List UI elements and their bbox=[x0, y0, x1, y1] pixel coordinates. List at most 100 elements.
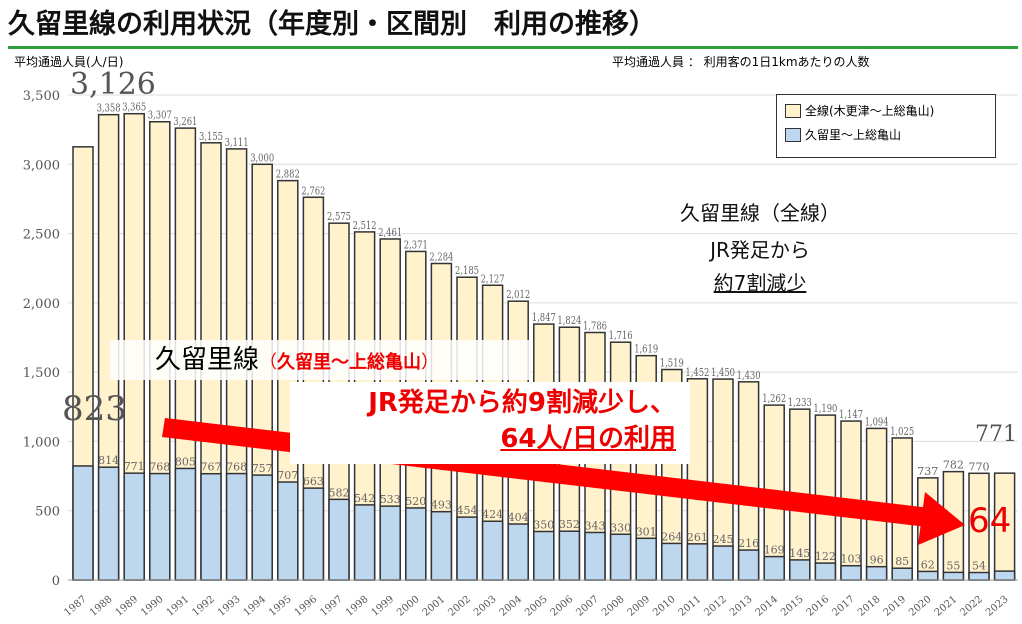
x-tick-label: 1998 bbox=[344, 594, 371, 619]
data-label-section: 54 bbox=[972, 560, 986, 573]
x-tick-label: 1991 bbox=[165, 594, 192, 619]
data-label-total: 1,190 bbox=[813, 402, 837, 415]
x-tick-label: 2016 bbox=[805, 594, 832, 619]
definition-note: 平均通過人員 ： 利用客の1日1kmあたりの人数 bbox=[612, 55, 870, 69]
data-label-section: 424 bbox=[482, 508, 503, 521]
data-label-total: 3,000 bbox=[250, 151, 274, 164]
bar-section bbox=[891, 567, 913, 581]
data-label-total: 1,025 bbox=[890, 425, 914, 438]
data-label-section: 771 bbox=[124, 460, 145, 473]
bar-section bbox=[712, 545, 734, 581]
legend-swatch bbox=[785, 127, 801, 142]
data-label-total: 1,716 bbox=[609, 329, 633, 342]
data-label-total: 3,261 bbox=[173, 115, 197, 128]
x-tick-label: 2015 bbox=[779, 594, 806, 619]
title-rule bbox=[8, 46, 1018, 49]
y-axis-label: 平均通過人員(人/日) bbox=[14, 55, 124, 69]
x-tick-label: 2002 bbox=[446, 594, 473, 619]
data-label-total: 1,847 bbox=[532, 311, 556, 324]
data-label-total: 782 bbox=[943, 459, 964, 472]
x-tick-label: 2011 bbox=[677, 594, 704, 619]
y-tick-label: 0 bbox=[52, 574, 60, 589]
y-tick-label: 1,000 bbox=[23, 435, 60, 450]
bar-section bbox=[917, 570, 939, 581]
x-tick-label: 2013 bbox=[728, 594, 755, 619]
legend-label: 全線(木更津～上総亀山) bbox=[805, 104, 935, 118]
bar-section bbox=[789, 559, 811, 581]
data-label-total: 2,127 bbox=[481, 272, 505, 285]
bar-section bbox=[993, 570, 1016, 581]
x-tick-label: 2019 bbox=[882, 594, 909, 619]
data-label-section: 814 bbox=[98, 454, 119, 467]
page-title: 久留里線の利用状況（年度別・区間別 利用の推移） bbox=[8, 9, 656, 40]
data-label-total: 1,430 bbox=[737, 369, 761, 382]
bar-section bbox=[225, 472, 248, 581]
data-label-total: 3,111 bbox=[225, 136, 249, 149]
bar-section bbox=[635, 537, 657, 581]
data-label-total: 2,284 bbox=[429, 251, 453, 264]
x-tick-label: 1992 bbox=[190, 594, 217, 619]
data-label-section: 493 bbox=[431, 499, 452, 512]
x-tick-label: 1993 bbox=[216, 594, 243, 619]
data-label-section: 454 bbox=[457, 504, 478, 517]
data-label-total: 3,365 bbox=[122, 101, 146, 114]
bar-section bbox=[405, 507, 427, 581]
side-text-line1: 久留里線（全線） bbox=[680, 201, 840, 225]
data-label-section: 85 bbox=[895, 555, 909, 568]
x-tick-label: 2017 bbox=[830, 594, 857, 619]
data-label-total: 1,786 bbox=[583, 320, 607, 333]
data-label-section: 768 bbox=[149, 461, 170, 474]
legend-item-section: 久留里～上総亀山 bbox=[785, 126, 987, 143]
y-tick-label: 2,500 bbox=[23, 228, 60, 243]
bar-section bbox=[174, 467, 197, 581]
data-label-total: 2,762 bbox=[301, 184, 325, 197]
bar-section bbox=[302, 487, 325, 581]
x-tick-label: 1994 bbox=[242, 594, 269, 619]
legend-item-total: 全線(木更津～上総亀山) bbox=[785, 102, 987, 119]
data-label-total: 2,461 bbox=[378, 226, 402, 239]
section-1987-highlight: 823 bbox=[62, 389, 127, 429]
side-text-line2: JR発足から bbox=[710, 238, 810, 262]
bar-section bbox=[686, 543, 709, 581]
data-label-total: 1,519 bbox=[660, 357, 684, 370]
x-tick-label: 1999 bbox=[370, 594, 397, 619]
data-label-total: 2,882 bbox=[276, 168, 300, 181]
data-label-section: 768 bbox=[226, 461, 247, 474]
bar-section bbox=[251, 474, 273, 581]
bar-section bbox=[942, 571, 965, 581]
data-label-section: 767 bbox=[201, 461, 222, 474]
legend-label: 久留里～上総亀山 bbox=[805, 128, 902, 142]
data-label-section: 261 bbox=[687, 531, 708, 544]
bar-section bbox=[661, 542, 683, 581]
bar-section bbox=[353, 504, 376, 581]
data-label-section: 55 bbox=[946, 559, 960, 572]
bar-section bbox=[968, 571, 990, 581]
data-label-total: 2,371 bbox=[404, 238, 428, 251]
data-label-total: 3,358 bbox=[97, 102, 121, 115]
y-tick-label: 500 bbox=[35, 505, 60, 520]
data-label-total: 2,012 bbox=[506, 288, 530, 301]
data-label-total: 2,185 bbox=[455, 264, 479, 277]
x-tick-label: 2018 bbox=[856, 594, 883, 619]
x-tick-label: 2014 bbox=[754, 594, 781, 619]
data-label-section: 520 bbox=[405, 495, 426, 508]
bar-section bbox=[123, 472, 145, 581]
bar-section bbox=[865, 565, 888, 581]
data-label-total: 1,450 bbox=[711, 366, 735, 379]
x-tick-label: 2008 bbox=[600, 594, 627, 619]
bar-section bbox=[584, 531, 606, 581]
legend: 全線(木更津～上総亀山) 久留里～上総亀山 bbox=[776, 94, 996, 158]
data-label-section: 663 bbox=[303, 475, 324, 488]
data-label-section: 343 bbox=[585, 519, 606, 532]
data-label-total: 737 bbox=[917, 465, 938, 478]
y-tick-label: 3,500 bbox=[23, 89, 60, 104]
data-label-total: 1,094 bbox=[865, 415, 889, 428]
x-tick-label: 1989 bbox=[114, 594, 141, 619]
data-label-section: 62 bbox=[921, 558, 935, 571]
bar-section bbox=[609, 533, 632, 581]
y-tick-label: 1,500 bbox=[23, 366, 60, 381]
y-tick-label: 2,000 bbox=[23, 297, 60, 312]
data-label-section: 542 bbox=[354, 492, 375, 505]
data-label-section: 757 bbox=[252, 462, 273, 475]
data-label-section: 169 bbox=[764, 544, 785, 557]
